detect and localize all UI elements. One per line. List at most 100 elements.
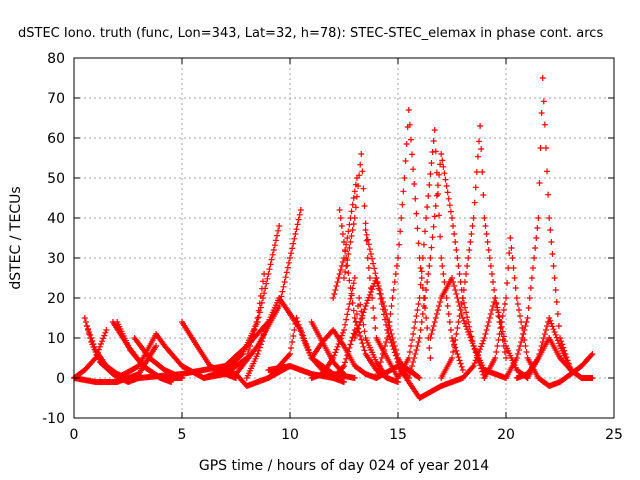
data-point — [382, 343, 389, 349]
data-point — [331, 352, 338, 359]
data-point — [450, 349, 457, 355]
data-point — [454, 255, 461, 261]
y-tick-label: 60 — [47, 131, 65, 147]
data-point — [383, 321, 390, 328]
data-point — [537, 145, 544, 151]
data-point — [531, 255, 538, 261]
data-point — [455, 263, 462, 269]
data-point — [518, 339, 525, 345]
data-point — [402, 158, 409, 164]
data-point — [361, 203, 368, 209]
data-point — [449, 335, 455, 341]
data-point — [429, 327, 436, 333]
data-point — [409, 151, 416, 158]
data-point — [85, 326, 92, 332]
data-point — [413, 313, 420, 319]
x-tick-label: 20 — [497, 427, 515, 443]
data-point — [460, 317, 467, 324]
data-point — [287, 255, 293, 261]
data-point — [255, 307, 262, 314]
data-point — [351, 275, 358, 281]
data-point — [293, 315, 300, 321]
data-point — [420, 303, 427, 309]
data-point — [297, 207, 304, 213]
data-point — [380, 347, 387, 353]
data-point — [494, 343, 501, 349]
data-point — [256, 300, 263, 307]
series-19 — [308, 275, 358, 381]
data-point — [270, 247, 277, 253]
data-point — [541, 121, 548, 128]
data-point — [268, 256, 275, 263]
series-22 — [330, 175, 360, 301]
data-point — [416, 375, 423, 381]
data-point — [378, 295, 385, 301]
data-point — [471, 360, 478, 367]
data-point — [290, 333, 297, 339]
data-point — [391, 349, 398, 356]
data-point — [439, 157, 446, 164]
data-point — [513, 355, 520, 361]
data-point — [343, 316, 350, 323]
data-point — [341, 363, 347, 369]
data-point — [398, 215, 405, 221]
data-point — [98, 341, 104, 347]
y-tick-label: 80 — [47, 51, 65, 67]
data-point — [343, 355, 350, 362]
data-point — [378, 355, 385, 361]
data-point — [379, 351, 386, 357]
data-point — [533, 235, 540, 241]
data-point — [451, 343, 458, 349]
data-point — [403, 141, 410, 147]
data-point — [390, 287, 397, 293]
data-point — [464, 314, 471, 321]
data-point — [508, 245, 515, 251]
data-point — [536, 180, 543, 186]
data-point — [342, 247, 349, 253]
data-point — [514, 301, 521, 307]
data-point — [296, 211, 303, 218]
data-point — [474, 351, 481, 358]
data-point — [496, 314, 503, 321]
data-point — [427, 355, 434, 361]
data-point — [389, 343, 396, 349]
data-point — [495, 309, 502, 316]
data-point — [478, 146, 485, 152]
data-point — [363, 300, 370, 307]
data-point — [459, 295, 466, 301]
data-point — [485, 319, 492, 325]
data-point — [503, 355, 509, 361]
data-point — [488, 271, 495, 277]
data-point — [446, 202, 453, 209]
y-tick-label: 70 — [47, 91, 65, 107]
data-point — [546, 315, 553, 321]
data-point — [275, 227, 282, 234]
data-point — [427, 335, 434, 341]
data-point — [387, 311, 394, 317]
data-point — [337, 215, 344, 221]
data-point — [282, 274, 289, 281]
data-point — [426, 345, 433, 351]
data-point — [262, 328, 269, 335]
data-point — [391, 279, 398, 285]
data-point — [418, 268, 425, 275]
data-point — [424, 325, 431, 331]
y-tick-label: 20 — [47, 291, 65, 307]
data-point — [250, 331, 257, 337]
data-point — [360, 309, 367, 316]
data-point — [401, 175, 408, 181]
data-point — [432, 148, 439, 155]
data-point — [361, 347, 368, 354]
data-point — [428, 331, 435, 337]
data-point — [410, 166, 417, 173]
data-point — [539, 75, 546, 81]
data-point — [437, 299, 444, 305]
data-point — [454, 325, 461, 331]
data-point — [506, 250, 513, 256]
data-point — [350, 195, 357, 201]
data-point — [360, 343, 367, 350]
data-point — [521, 327, 528, 333]
data-point — [419, 255, 426, 261]
data-point — [375, 367, 382, 373]
